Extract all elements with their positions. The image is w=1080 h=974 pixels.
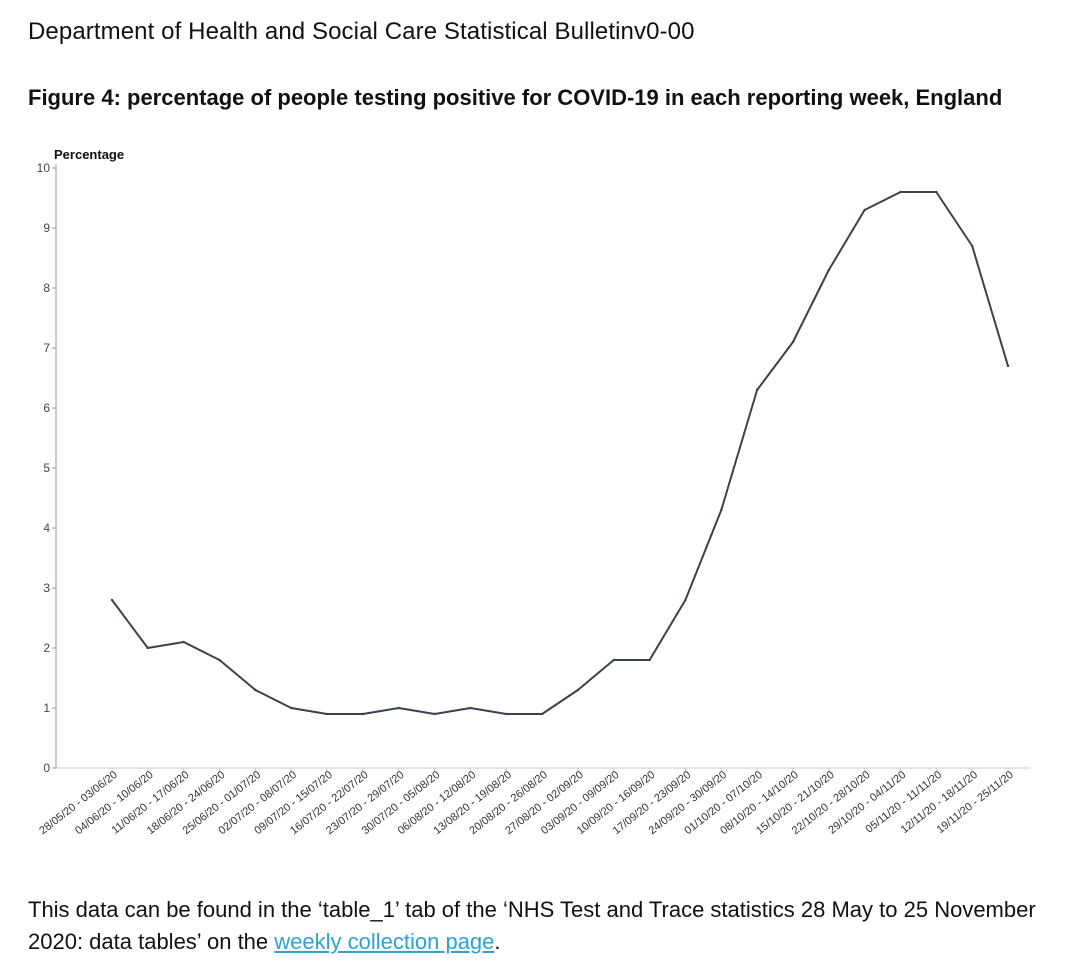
y-tick-label: 3 <box>43 581 50 595</box>
y-tick-label: 0 <box>43 761 50 775</box>
data-point <box>254 688 257 692</box>
figure-title: Figure 4: percentage of people testing p… <box>28 85 1003 110</box>
data-point <box>218 658 221 662</box>
data-point <box>397 706 400 710</box>
y-tick-label: 4 <box>43 521 50 535</box>
y-tick-label: 7 <box>43 341 50 355</box>
data-point <box>791 340 795 344</box>
weekly-collection-link[interactable]: weekly collection page <box>274 929 495 954</box>
y-axis-label: Percentage <box>54 147 124 162</box>
y-tick-label: 10 <box>37 161 51 175</box>
data-point <box>755 388 759 392</box>
data-point <box>684 598 687 602</box>
data-point <box>576 688 580 692</box>
data-point <box>146 646 150 650</box>
data-point <box>290 706 293 710</box>
data-point <box>361 712 365 716</box>
footer-note: This data can be found in the ‘table_1’ … <box>28 894 1048 958</box>
data-point <box>540 712 544 716</box>
data-point <box>720 508 723 512</box>
y-tick-label: 2 <box>43 641 50 655</box>
data-point <box>433 712 436 716</box>
y-tick-label: 1 <box>43 701 50 715</box>
data-point <box>505 712 508 716</box>
y-tick-label: 6 <box>43 401 50 415</box>
data-point <box>899 190 902 194</box>
footer-period: . <box>494 929 501 954</box>
data-point <box>469 706 472 710</box>
data-point <box>863 208 866 212</box>
data-point <box>827 268 830 272</box>
series-line <box>111 191 1009 715</box>
y-axis: Percentage 0 1 2 3 4 5 6 7 8 9 10 <box>37 147 124 775</box>
y-tick-label: 8 <box>43 281 50 295</box>
data-point <box>935 190 938 194</box>
series-line-group <box>110 190 1010 716</box>
data-point <box>1006 364 1010 368</box>
y-tick-label: 9 <box>43 221 50 235</box>
data-point <box>648 658 651 662</box>
data-point <box>970 244 974 248</box>
data-point <box>325 712 329 716</box>
data-point <box>612 658 615 662</box>
y-tick-label: 5 <box>43 461 50 475</box>
data-point <box>110 598 114 602</box>
line-chart: Percentage 0 1 2 3 4 5 6 7 8 9 10 28/05/20 - 03/06/… <box>37 147 1030 837</box>
footer-text: This data can be found in the ‘table_1’ … <box>28 897 1036 954</box>
data-point <box>182 640 185 644</box>
document-header: Department of Health and Social Care Sta… <box>28 18 695 45</box>
